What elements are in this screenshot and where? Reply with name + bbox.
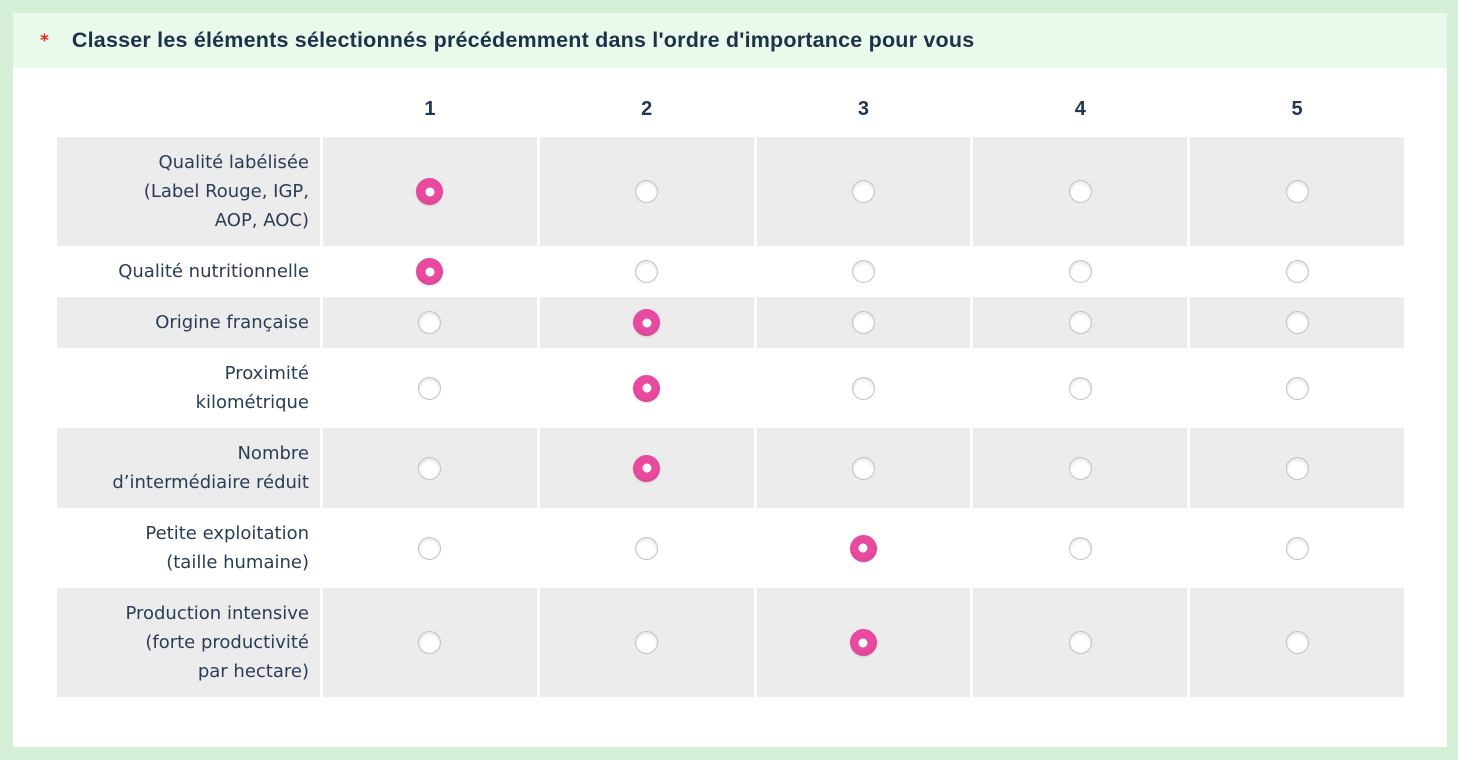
table-row: Petite exploitation (taille humaine) xyxy=(57,508,1404,588)
table-row: Qualité nutritionnelle xyxy=(57,246,1404,297)
radio-cell xyxy=(539,428,754,508)
radio-row1-col4[interactable] xyxy=(1068,180,1092,203)
column-header-2: 2 xyxy=(641,98,653,120)
radio-row2-col1-selected[interactable] xyxy=(416,258,444,285)
radio-cell xyxy=(973,246,1187,297)
table-row: Production intensive (forte productivité… xyxy=(57,588,1404,697)
radio-row1-col3[interactable] xyxy=(851,180,875,203)
radio-row7-col2[interactable] xyxy=(635,631,659,654)
row-label: Nombre d’intermédiaire réduit xyxy=(57,428,320,508)
radio-row2-col2[interactable] xyxy=(635,260,659,283)
radio-cell xyxy=(973,508,1187,588)
row-label: Production intensive (forte productivité… xyxy=(57,588,320,697)
radio-cell xyxy=(323,348,537,428)
column-header-1: 1 xyxy=(424,98,436,120)
question-title: Classer les éléments sélectionnés précéd… xyxy=(71,28,975,52)
radio-cell xyxy=(1190,246,1404,297)
matrix-header-row: 1 2 3 4 5 xyxy=(57,96,1404,137)
radio-row4-col4[interactable] xyxy=(1068,376,1092,400)
radio-cell xyxy=(757,348,971,428)
radio-row2-col4[interactable] xyxy=(1068,260,1092,283)
radio-row6-col1[interactable] xyxy=(418,536,442,560)
radio-row1-col5[interactable] xyxy=(1285,180,1309,203)
table-row: Nombre d’intermédiaire réduit xyxy=(57,428,1404,508)
radio-cell xyxy=(539,588,754,697)
table-row: Qualité labélisée (Label Rouge, IGP, AOP… xyxy=(57,137,1404,246)
radio-cell xyxy=(973,137,1188,246)
radio-row5-col4[interactable] xyxy=(1068,456,1092,480)
radio-cell xyxy=(757,246,971,297)
radio-row3-col5[interactable] xyxy=(1285,311,1309,334)
radio-cell xyxy=(539,297,754,348)
radio-cell xyxy=(973,588,1188,697)
radio-cell xyxy=(323,508,537,588)
radio-row7-col3-selected[interactable] xyxy=(849,629,877,656)
ranking-matrix: 1 2 3 4 5 Qualité labélisée (Label Rouge, IG… xyxy=(57,96,1404,697)
radio-row1-col1-selected[interactable] xyxy=(416,178,444,205)
radio-row3-col4[interactable] xyxy=(1068,311,1092,334)
radio-cell xyxy=(540,508,754,588)
radio-cell xyxy=(973,348,1187,428)
radio-row5-col3[interactable] xyxy=(851,456,875,480)
radio-row3-col3[interactable] xyxy=(851,311,875,334)
radio-row4-col5[interactable] xyxy=(1285,376,1309,400)
column-header-3: 3 xyxy=(857,98,870,120)
radio-cell xyxy=(973,297,1188,348)
question-header: * Classer les éléments sélectionnés préc… xyxy=(13,13,1447,68)
radio-row5-col2-selected[interactable] xyxy=(633,454,661,482)
column-header-5: 5 xyxy=(1291,98,1303,120)
radio-cell xyxy=(973,428,1188,508)
radio-row4-col3[interactable] xyxy=(851,376,875,400)
radio-cell xyxy=(323,297,537,348)
radio-cell xyxy=(323,246,537,297)
radio-row1-col2[interactable] xyxy=(635,180,659,203)
radio-cell xyxy=(1190,508,1404,588)
radio-cell xyxy=(1190,588,1404,697)
row-label: Origine française xyxy=(57,297,320,348)
answer-card: 1 2 3 4 5 Qualité labélisée (Label Rouge, IG… xyxy=(13,68,1447,747)
radio-row4-col2-selected[interactable] xyxy=(633,374,661,402)
radio-row6-col2[interactable] xyxy=(635,536,659,560)
row-label: Qualité nutritionnelle xyxy=(118,261,309,282)
radio-row2-col5[interactable] xyxy=(1285,260,1309,283)
radio-row4-col1[interactable] xyxy=(418,376,442,400)
radio-cell xyxy=(757,508,971,588)
row-label: Proximité kilométrique xyxy=(195,363,309,413)
radio-row6-col3-selected[interactable] xyxy=(849,534,877,562)
radio-cell xyxy=(323,428,537,508)
radio-cell xyxy=(323,588,537,697)
required-asterisk: * xyxy=(40,30,49,51)
radio-row3-col2-selected[interactable] xyxy=(633,309,661,336)
header-spacer xyxy=(57,96,320,137)
radio-row7-col5[interactable] xyxy=(1285,631,1309,654)
radio-cell xyxy=(539,137,754,246)
radio-row3-col1[interactable] xyxy=(418,311,442,334)
radio-cell xyxy=(756,137,971,246)
radio-cell xyxy=(756,588,971,697)
radio-cell xyxy=(756,428,971,508)
radio-row6-col4[interactable] xyxy=(1068,536,1092,560)
row-label: Petite exploitation (taille humaine) xyxy=(145,523,309,573)
radio-cell xyxy=(1190,137,1404,246)
matrix-body: Qualité labélisée (Label Rouge, IGP, AOP… xyxy=(57,137,1404,697)
table-row: Proximité kilométrique xyxy=(57,348,1404,428)
table-row: Origine française xyxy=(57,297,1404,348)
column-header-4: 4 xyxy=(1074,98,1086,120)
radio-cell xyxy=(756,297,971,348)
radio-row6-col5[interactable] xyxy=(1285,536,1309,560)
radio-row7-col4[interactable] xyxy=(1068,631,1092,654)
radio-row7-col1[interactable] xyxy=(418,631,442,654)
radio-row5-col5[interactable] xyxy=(1285,456,1309,480)
row-label: Qualité labélisée (Label Rouge, IGP, AOP… xyxy=(57,137,320,246)
radio-row2-col3[interactable] xyxy=(851,260,875,283)
radio-cell xyxy=(1190,428,1404,508)
radio-cell xyxy=(1190,348,1404,428)
radio-cell xyxy=(1190,297,1404,348)
radio-cell xyxy=(540,246,754,297)
radio-cell xyxy=(323,137,537,246)
radio-row5-col1[interactable] xyxy=(418,456,442,480)
radio-cell xyxy=(540,348,754,428)
